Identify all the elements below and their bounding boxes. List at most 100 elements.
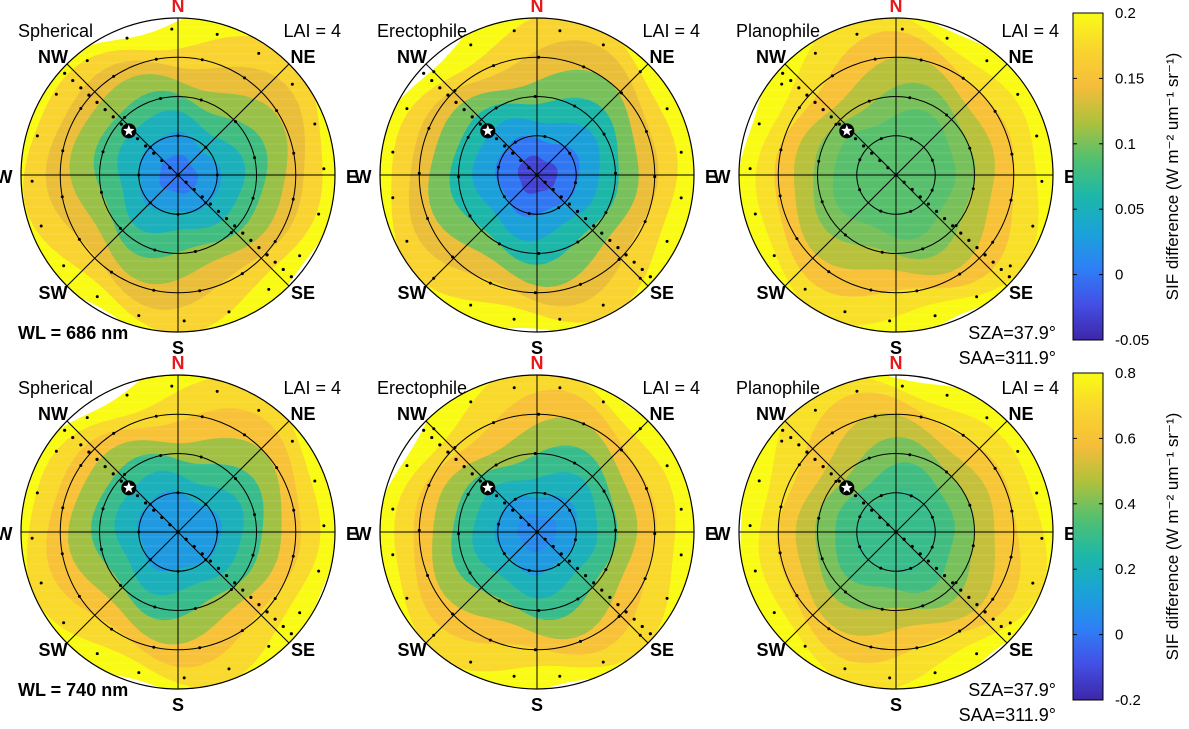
principal-plane-point xyxy=(648,632,652,636)
principal-plane-point xyxy=(87,93,91,97)
lai-label: LAI = 4 xyxy=(1001,378,1059,398)
sample-point xyxy=(79,107,83,111)
sample-point xyxy=(199,98,203,102)
sample-point xyxy=(292,151,296,155)
sample-point xyxy=(215,173,219,177)
colorbar-tick-label: 0.15 xyxy=(1115,70,1144,87)
sample-point xyxy=(240,629,244,633)
compass-label-s: S xyxy=(531,695,543,715)
compass-label-ne: NE xyxy=(649,404,674,424)
sza-label: SZA=37.9° xyxy=(968,680,1056,700)
principal-plane-point xyxy=(273,617,277,621)
sample-point xyxy=(432,276,436,280)
sample-point xyxy=(110,627,114,631)
sample-point xyxy=(968,503,972,507)
sample-point xyxy=(253,513,257,517)
sample-point xyxy=(617,614,621,618)
principal-plane-point xyxy=(559,195,563,199)
sample-point xyxy=(900,27,904,31)
sample-point xyxy=(679,196,683,200)
principal-plane-point xyxy=(551,187,555,192)
principal-plane-point xyxy=(918,552,922,556)
sample-point xyxy=(971,187,975,191)
sample-point xyxy=(665,239,669,243)
principal-plane-point xyxy=(527,166,531,170)
sample-point xyxy=(817,516,821,520)
principal-plane-point xyxy=(79,86,83,90)
principal-plane-point xyxy=(281,624,285,629)
sample-point xyxy=(679,507,683,511)
sample-point xyxy=(638,276,642,280)
sample-point xyxy=(778,194,782,198)
sample-point xyxy=(204,201,208,205)
principal-plane-point xyxy=(281,267,285,272)
compass-label-w: W xyxy=(714,524,731,544)
sample-point xyxy=(908,453,912,457)
sample-point xyxy=(653,175,657,179)
sample-point xyxy=(39,581,43,585)
principal-plane-point xyxy=(853,137,858,141)
sample-point xyxy=(780,82,784,86)
sample-point xyxy=(405,464,409,468)
sample-point xyxy=(227,667,231,671)
principal-plane-point xyxy=(265,253,269,257)
principal-plane-point xyxy=(951,224,955,228)
sample-point xyxy=(275,109,279,113)
sample-point xyxy=(257,408,261,412)
sample-point xyxy=(900,384,904,388)
principal-plane-point xyxy=(829,472,833,476)
sample-point xyxy=(391,150,395,154)
principal-plane-point xyxy=(878,515,882,520)
principal-plane-point xyxy=(519,515,523,520)
sample-point xyxy=(573,538,577,542)
principal-plane-point xyxy=(224,216,229,221)
sample-point xyxy=(118,583,122,587)
sample-point xyxy=(137,530,141,534)
compass-label-se: SE xyxy=(1009,283,1033,303)
principal-plane-point xyxy=(894,530,898,534)
principal-plane-point xyxy=(265,610,269,614)
sample-point xyxy=(772,254,776,258)
sample-point xyxy=(638,633,642,637)
compass-label-s: S xyxy=(172,338,184,358)
principal-plane-point xyxy=(152,508,156,512)
principal-plane-point xyxy=(454,457,458,461)
polar-panel-spherical-row2: N NE E SE S SW W NW Spherical LAI = 4 xyxy=(0,353,358,715)
principal-plane-point xyxy=(616,246,620,250)
sample-point xyxy=(1040,179,1044,183)
principal-plane-point xyxy=(63,71,67,75)
principal-plane-point xyxy=(438,443,442,447)
sample-point xyxy=(125,393,129,397)
compass-label-n: N xyxy=(172,0,185,16)
principal-plane-point xyxy=(821,108,825,112)
principal-plane-point xyxy=(886,523,890,527)
sample-point xyxy=(313,479,317,483)
compass-label-ne: NE xyxy=(290,47,315,67)
sample-point xyxy=(1035,491,1039,495)
lai-label: LAI = 4 xyxy=(642,378,700,398)
colorbar-gradient xyxy=(1072,12,1104,341)
sample-point xyxy=(1008,264,1012,268)
principal-plane-point xyxy=(95,457,99,461)
sample-point xyxy=(488,638,492,642)
principal-plane-point xyxy=(592,224,596,228)
principal-plane-point xyxy=(192,544,196,549)
sample-point xyxy=(797,463,801,467)
principal-plane-point xyxy=(567,559,571,563)
sample-point xyxy=(123,115,127,119)
compass-label-e: E xyxy=(346,167,358,187)
principal-plane-point xyxy=(519,158,523,163)
sample-point xyxy=(644,130,648,134)
principal-plane-point xyxy=(967,595,971,599)
sample-point xyxy=(834,122,838,126)
sample-point xyxy=(843,667,847,671)
colorbar-label: SIF difference (W m⁻² um⁻¹ sr⁻¹) xyxy=(1163,53,1182,301)
principal-plane-point xyxy=(454,100,458,104)
sample-point xyxy=(1031,581,1035,585)
sample-point xyxy=(405,239,409,243)
sample-point xyxy=(880,250,884,254)
colorbar-tick-label: 0 xyxy=(1115,267,1123,284)
sample-point xyxy=(834,479,838,483)
colorbar-tick-label: 0 xyxy=(1115,627,1123,644)
sample-point xyxy=(543,135,547,139)
